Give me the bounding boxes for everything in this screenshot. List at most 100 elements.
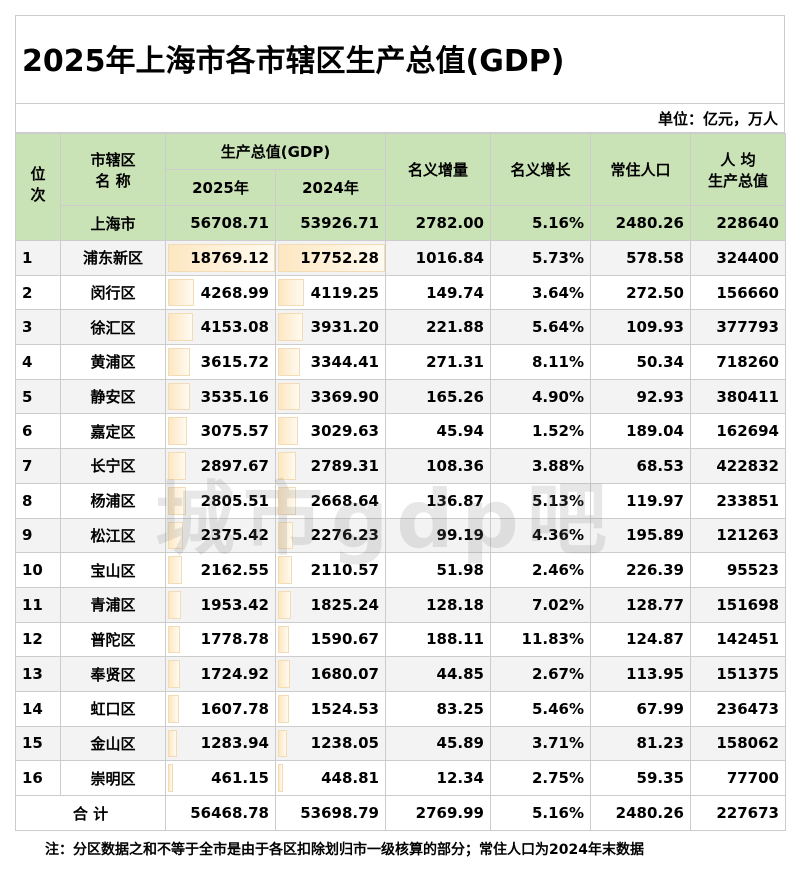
cell-text: 虹口区 (90, 700, 136, 719)
cell: 578.58 (590, 240, 691, 276)
cell: 1825.24 (275, 586, 386, 623)
cell-text: 3344.41 (310, 352, 379, 371)
cell: 3369.90 (275, 378, 386, 415)
cell: 5.16% (490, 795, 591, 831)
cell-text: 324400 (716, 248, 779, 267)
cell: 2805.51 (165, 482, 276, 519)
cell-text: 128.77 (626, 595, 684, 614)
cell-text: 228640 (716, 214, 779, 232)
cell: 1283.94 (165, 725, 276, 762)
cell: 45.89 (385, 725, 491, 762)
data-bar (278, 625, 290, 654)
cell: 5.16% (490, 205, 591, 241)
cell: 188.11 (385, 621, 491, 658)
cell-text: 45.89 (436, 734, 484, 753)
cell: 1.52% (490, 413, 591, 450)
cell: 18769.12 (165, 240, 276, 276)
cell: 9 (15, 517, 61, 554)
cell: 合 计 (15, 795, 166, 831)
cell: 272.50 (590, 274, 691, 311)
cell-text: 2805.51 (200, 491, 269, 510)
cell-text: 宝山区 (90, 561, 136, 580)
cell-text: 109.93 (626, 318, 684, 337)
cell-text: 闵行区 (90, 284, 136, 303)
total-row: 合 计 56468.78 53698.79 2769.99 5.16% 2480.26 22… (15, 795, 786, 831)
cell-text: 3029.63 (310, 422, 379, 441)
cell: 宝山区 (60, 552, 166, 588)
cell-text: 崇明区 (90, 769, 136, 788)
data-row: 4 黄浦区 3615.72 3344.41 271.31 8.11% 50.34 718260 (15, 344, 786, 380)
header-cell: 名义增长 (490, 133, 591, 206)
data-bar (278, 486, 296, 515)
table: 位次 市辖区名 称 生产总值(GDP) 名义增量 名义增长 常住人口 人 均生产… (15, 133, 786, 831)
cell-text: 2897.67 (200, 456, 269, 475)
cell: 195.89 (590, 517, 691, 554)
cell: 2.46% (490, 552, 591, 588)
cell-text: 13 (22, 665, 43, 684)
cell-text: 4153.08 (200, 318, 269, 337)
cell-text: 151698 (716, 595, 779, 614)
header-text: 市辖区 (90, 150, 136, 169)
cell-text: 83.25 (436, 699, 484, 718)
cell: 233851 (690, 482, 786, 519)
cell-text: 2375.42 (200, 526, 269, 545)
cell-text: 221.88 (426, 318, 484, 337)
cell-text: 2.67% (531, 665, 584, 684)
cell-text: 6 (22, 422, 33, 441)
cell: 109.93 (590, 309, 691, 346)
cell: 4.90% (490, 378, 591, 415)
cell-text: 14 (22, 699, 43, 718)
cell: 226.39 (590, 552, 691, 588)
cell: 4268.99 (165, 274, 276, 311)
cell-text: 2789.31 (310, 456, 379, 475)
cell-text: 1 (22, 248, 33, 267)
data-bar (278, 660, 290, 688)
cell: 杨浦区 (60, 482, 166, 519)
cell: 136.87 (385, 482, 491, 519)
cell-text: 12.34 (436, 769, 484, 788)
cell: 静安区 (60, 378, 166, 415)
cell-text: 195.89 (626, 526, 684, 545)
data-bar (278, 521, 294, 550)
data-bar (168, 278, 194, 307)
cell-text: 7.02% (531, 595, 584, 614)
cell: 92.93 (590, 378, 691, 415)
header-cell: 2025年 (165, 169, 276, 206)
cell: 1607.78 (165, 690, 276, 727)
cell: 165.26 (385, 378, 491, 415)
cell: 227673 (690, 795, 786, 831)
data-bar (168, 625, 180, 654)
cell: 3 (15, 309, 61, 346)
cell-text: 108.36 (426, 456, 484, 475)
cell: 2782.00 (385, 205, 491, 241)
cell-text: 4119.25 (310, 283, 379, 302)
cell: 1016.84 (385, 240, 491, 276)
data-bar (168, 660, 180, 688)
cell: 6 (15, 413, 61, 450)
cell-text: 1825.24 (310, 595, 379, 614)
cell: 3.64% (490, 274, 591, 311)
cell-text: 151375 (716, 665, 779, 684)
cell-text: 17752.28 (300, 248, 379, 267)
cell: 2162.55 (165, 552, 276, 588)
header-text: 生产总值 (707, 171, 768, 190)
cell-text: 81.23 (636, 734, 684, 753)
cell-text: 136.87 (426, 491, 484, 510)
cell-text: 15 (22, 734, 43, 753)
cell-text: 普陀区 (90, 630, 136, 649)
cell: 422832 (690, 448, 786, 484)
cell: 156660 (690, 274, 786, 311)
cell: 45.94 (385, 413, 491, 450)
cell-text: 10 (22, 561, 43, 580)
cell-text: 长宁区 (90, 457, 136, 476)
cell: 83.25 (385, 690, 491, 727)
cell: 461.15 (165, 760, 276, 796)
cell-text: 1524.53 (310, 699, 379, 718)
cell-text: 121263 (716, 526, 779, 545)
cell-text: 113.95 (626, 665, 684, 684)
cell-text: 1724.92 (200, 665, 269, 684)
data-bar (168, 590, 181, 619)
unit: 单位：亿元，万人 (15, 103, 785, 133)
cell: 53926.71 (275, 205, 386, 241)
cell-text: 422832 (716, 456, 779, 475)
